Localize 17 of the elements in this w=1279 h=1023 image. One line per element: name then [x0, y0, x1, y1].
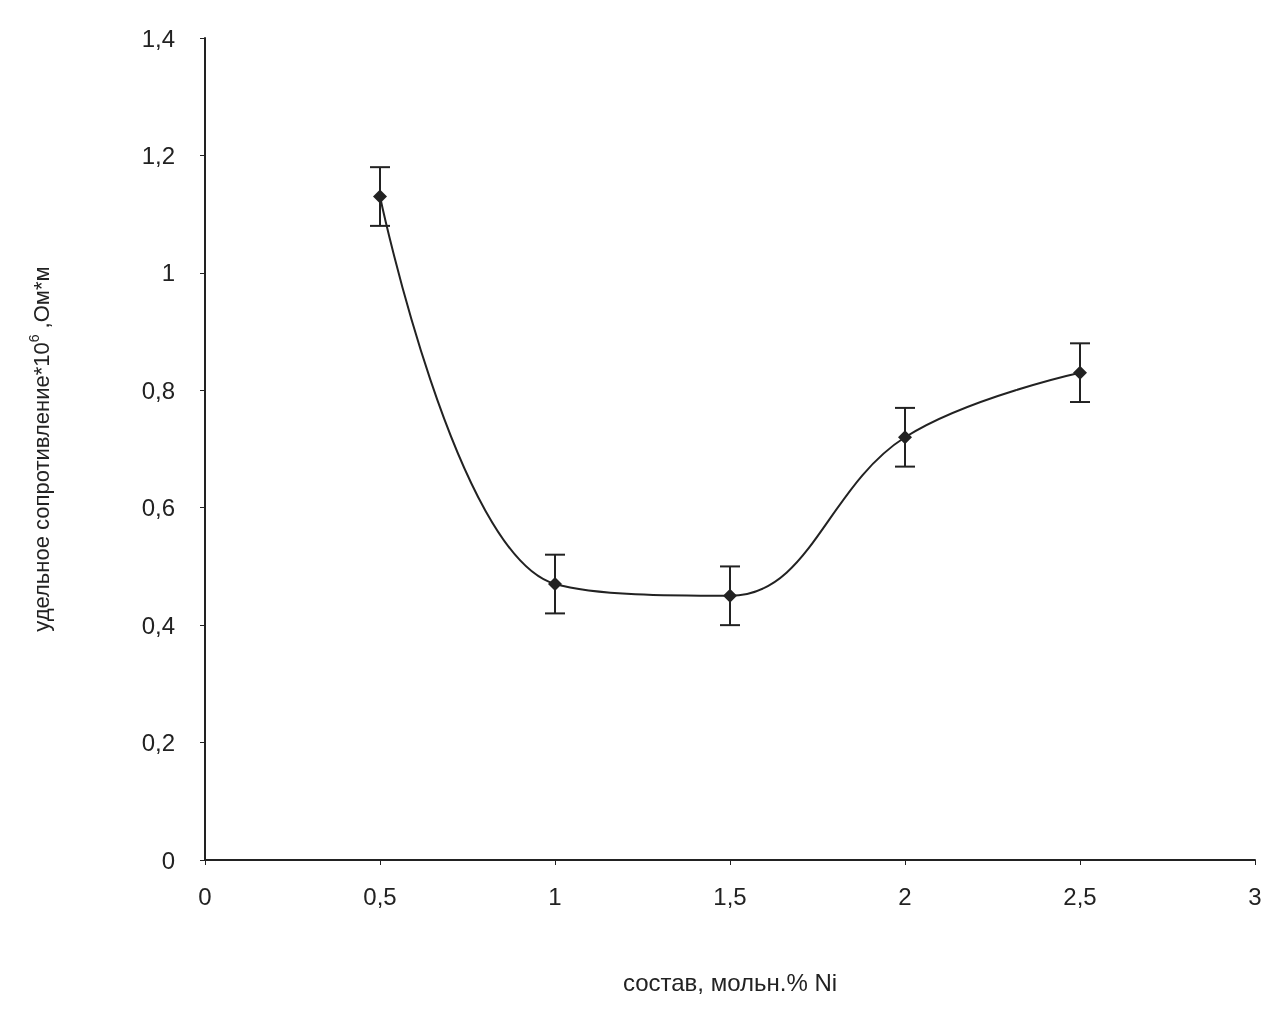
- x-tick-label: 2: [898, 882, 912, 910]
- y-tick-label: 0,2: [141, 729, 175, 757]
- y-tick-label: 0,4: [141, 611, 175, 639]
- x-tick-label: 1,5: [713, 882, 747, 910]
- x-tick-label: 0: [198, 882, 212, 910]
- y-tick-label: 0,8: [141, 376, 175, 404]
- x-tick-label: 3: [1248, 882, 1262, 910]
- y-tick-label: 0,6: [141, 494, 175, 522]
- y-axis-title: удельное сопротивление*106 ,Ом*м: [26, 266, 54, 632]
- x-tick-label: 0,5: [363, 882, 397, 910]
- y-tick-label: 1: [161, 259, 175, 287]
- y-tick-label: 1,2: [141, 141, 175, 169]
- x-tick-label: 2,5: [1063, 882, 1097, 910]
- y-tick-label: 1,4: [141, 24, 175, 52]
- x-axis-title: состав, мольн.% Ni: [622, 968, 838, 996]
- y-tick-label: 0: [161, 846, 175, 874]
- x-tick-label: 1: [548, 882, 562, 910]
